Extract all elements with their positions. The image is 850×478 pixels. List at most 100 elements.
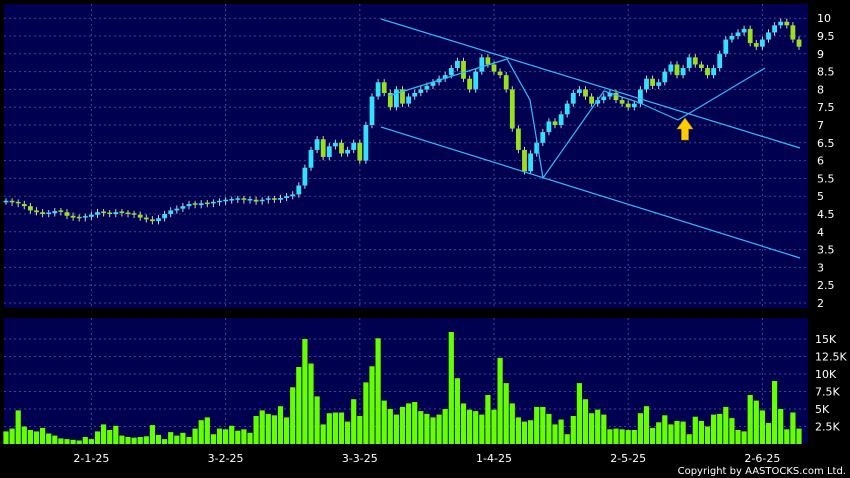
price-tick-label: 7.5 [817, 101, 835, 114]
price-tick-label: 4 [817, 226, 824, 239]
volume-bar [125, 437, 131, 444]
candle-body [3, 200, 9, 203]
volume-bar [216, 428, 223, 444]
candle-body [455, 60, 460, 69]
volume-bar [186, 437, 192, 444]
candle-body [70, 215, 76, 218]
candle-body [662, 71, 668, 83]
volume-bar [430, 417, 436, 444]
date-tick-label: 2-6-25 [744, 452, 780, 465]
candle-body [656, 82, 662, 86]
volume-bar [765, 423, 772, 444]
volume-bar [52, 435, 58, 444]
volume-bar [40, 427, 46, 444]
candle-body [534, 142, 540, 154]
volume-bar [131, 437, 137, 444]
candle-body [168, 210, 174, 214]
price-tick-label: 7 [817, 119, 824, 132]
volume-tick-label: 5K [815, 403, 830, 416]
candle-body [528, 153, 533, 172]
volume-bar [21, 426, 27, 444]
volume-bar [296, 367, 302, 444]
candle-body [345, 149, 350, 154]
candle-body [204, 202, 210, 205]
candle-body [369, 96, 375, 125]
volume-bar [521, 421, 528, 444]
candle-body [320, 139, 326, 158]
candle-body [46, 212, 52, 215]
volume-bar [735, 430, 741, 444]
candle-body [796, 39, 802, 47]
candle-body [259, 199, 265, 202]
volume-bar [412, 402, 418, 444]
candle-body [753, 43, 759, 47]
candle-body [64, 212, 70, 216]
volume-bar [198, 420, 204, 444]
volume-bar [711, 414, 717, 444]
candle-body [747, 28, 753, 44]
volume-bar [241, 429, 247, 444]
candle-body [686, 57, 692, 69]
volume-bar [729, 418, 735, 444]
volume-bar [351, 399, 357, 444]
volume-bar [308, 363, 314, 444]
volume-bar [686, 434, 692, 444]
candle-body [583, 89, 588, 97]
volume-bar [27, 430, 33, 444]
candle-body [284, 196, 289, 198]
volume-bar [698, 420, 704, 444]
volume-bar [759, 410, 765, 444]
volume-bar [284, 417, 290, 444]
volume-bar [674, 420, 680, 444]
candle-body [265, 198, 271, 200]
candle-body [351, 142, 357, 150]
candle-body [522, 149, 527, 172]
volume-bar [460, 403, 467, 444]
volume-bar [613, 428, 619, 444]
volume-bar [418, 411, 424, 444]
volume-tick-label: 12.5K [815, 351, 847, 364]
candle-body [113, 212, 119, 214]
volume-bar [564, 434, 570, 444]
volume-bars [3, 332, 802, 444]
volume-bar [149, 425, 155, 444]
candle-body [540, 132, 546, 143]
volume-bar [631, 430, 637, 444]
price-tick-label: 3.5 [817, 244, 835, 257]
candle-body [607, 92, 613, 97]
volume-bar [540, 406, 546, 444]
candlesticks [3, 18, 802, 225]
candle-body [107, 212, 113, 215]
candle-body [558, 114, 564, 125]
candle-body [418, 89, 424, 93]
candle-body [601, 96, 607, 101]
volume-bar [607, 429, 613, 444]
candle-body [619, 100, 625, 104]
candle-body [595, 100, 601, 104]
candle-body [509, 89, 515, 129]
price-tick-label: 8.5 [817, 66, 835, 79]
volume-bar [448, 332, 454, 444]
volume-bar [662, 415, 668, 444]
volume-bar [601, 414, 607, 444]
candle-body [278, 197, 283, 200]
candle-body [272, 198, 277, 200]
volume-tick-label: 7.5K [815, 386, 840, 399]
volume-bar [204, 417, 210, 444]
candle-body [314, 139, 320, 150]
volume-bar [357, 416, 363, 444]
candle-body [217, 200, 222, 203]
volume-bar [595, 409, 601, 444]
candle-body [638, 89, 643, 104]
volume-bar [467, 409, 473, 444]
copyright-text: Copyright by AASTOCKS.com Ltd. [678, 466, 846, 477]
volume-bar [656, 422, 662, 444]
candle-body [723, 39, 729, 54]
candle-body [15, 201, 21, 204]
volume-bar [119, 435, 125, 444]
volume-bar [424, 413, 430, 444]
candle-body [412, 92, 418, 97]
candle-body [516, 128, 521, 150]
candle-body [253, 199, 259, 202]
candle-body [564, 103, 570, 115]
